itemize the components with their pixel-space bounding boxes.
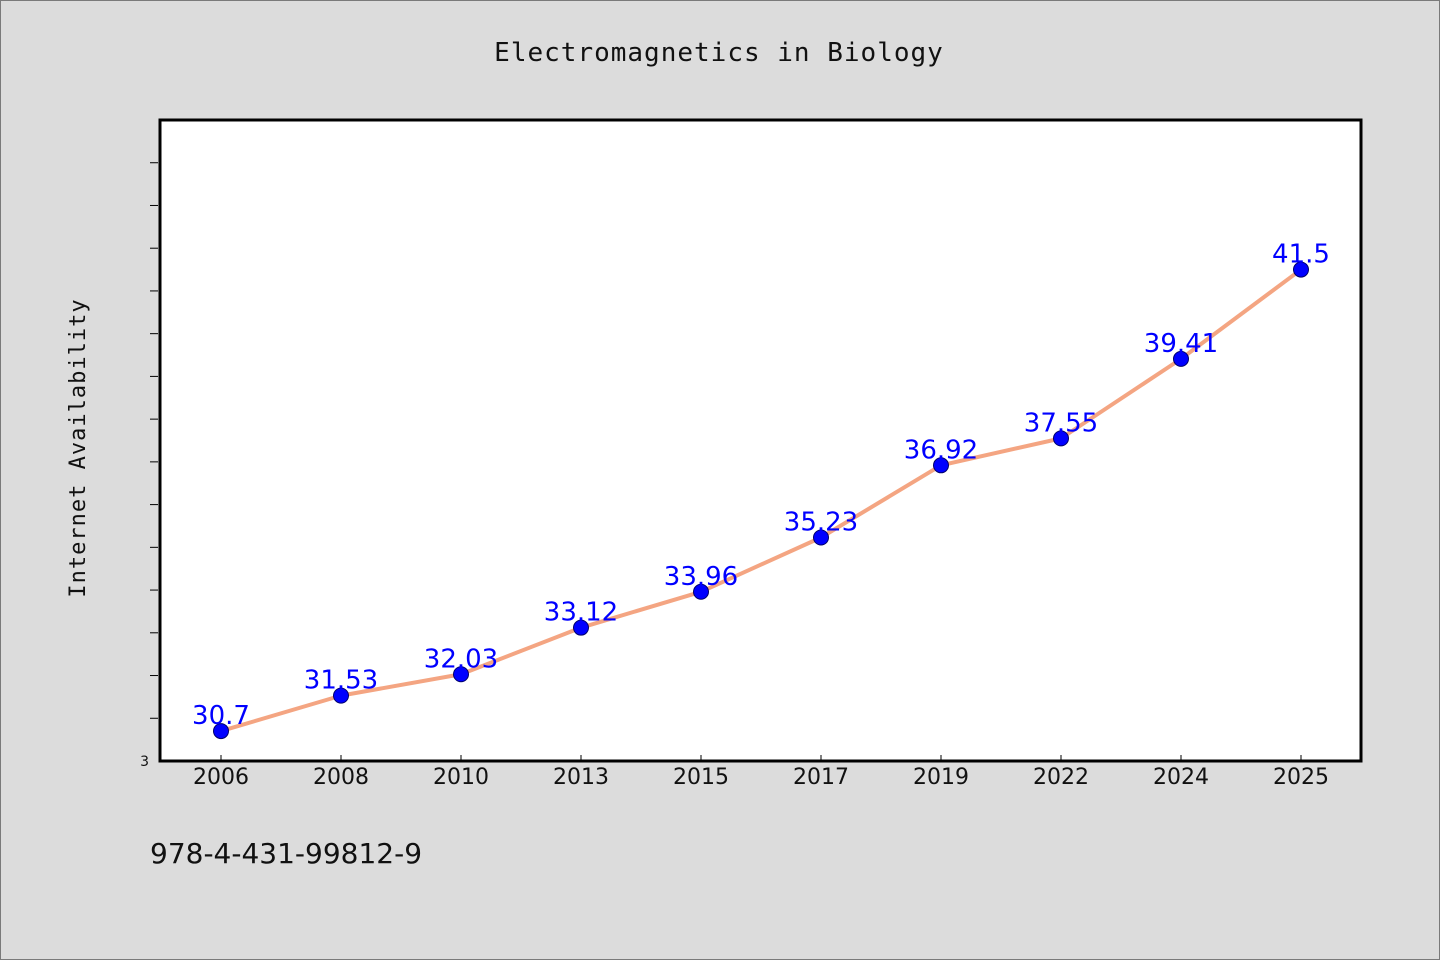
data-label: 39.41 — [1144, 329, 1218, 359]
y-axis-label: Internet Availability — [66, 298, 91, 597]
data-label: 33.12 — [544, 598, 618, 628]
data-point — [693, 583, 709, 600]
x-tick-label: 2015 — [673, 765, 729, 790]
data-label: 37.55 — [1024, 408, 1098, 438]
x-tick-label: 2025 — [1273, 765, 1329, 790]
x-tick-label: 2022 — [1033, 765, 1089, 790]
x-tick-label: 2019 — [913, 765, 969, 790]
data-point — [1173, 350, 1189, 367]
data-point — [573, 619, 589, 636]
x-tick-label: 2017 — [793, 765, 849, 790]
data-label: 31.53 — [304, 666, 378, 696]
data-point — [453, 666, 469, 683]
y-min-tick-label: 3 — [140, 754, 149, 770]
data-labels: 30.7 31.53 32.03 33.12 33.96 35.23 36.92 37.55 3… — [192, 240, 1330, 732]
x-tick-label: 2008 — [313, 765, 369, 790]
data-label: 33.96 — [664, 562, 738, 592]
x-tick-label: 2024 — [1153, 765, 1209, 790]
footer-code: 978-4-431-99812-9 — [150, 837, 422, 870]
data-label: 32.03 — [424, 644, 498, 674]
data-label: 41.5 — [1272, 240, 1330, 270]
data-label: 35.23 — [784, 508, 858, 538]
data-point — [1293, 261, 1309, 278]
x-axis-ticks: 2006 2008 2010 2013 2015 2017 2019 2022 2024 2025 — [193, 755, 1329, 790]
y-axis-ticks — [150, 162, 158, 719]
x-tick-label: 2010 — [433, 765, 489, 790]
data-label: 30.7 — [192, 701, 250, 731]
data-point — [333, 687, 349, 704]
x-tick-label: 2013 — [553, 765, 609, 790]
chart-title: Electromagnetics in Biology — [494, 38, 944, 68]
plot-area — [158, 118, 1363, 763]
series-group — [213, 261, 1309, 740]
data-point — [813, 529, 829, 546]
data-label: 36.92 — [904, 435, 978, 465]
data-point — [1053, 430, 1069, 447]
x-tick-label: 2006 — [193, 765, 249, 790]
data-point — [213, 723, 229, 740]
series-line — [219, 267, 1303, 734]
data-point — [933, 457, 949, 474]
